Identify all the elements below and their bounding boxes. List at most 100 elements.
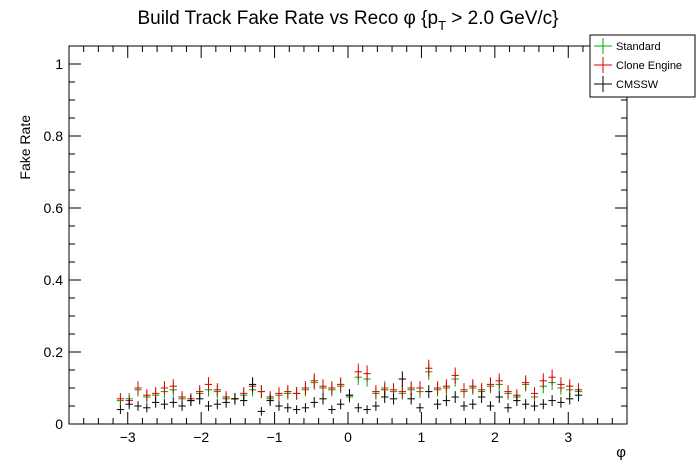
- data-point: [557, 397, 565, 408]
- data-point: [196, 393, 204, 405]
- data-point: [257, 385, 266, 399]
- data-point: [257, 407, 266, 416]
- data-point: [539, 399, 547, 410]
- data-point: [407, 393, 415, 405]
- data-point: [213, 399, 221, 410]
- data-point: [433, 381, 442, 395]
- data-point: [469, 399, 477, 410]
- y-tick-label: 0: [55, 416, 63, 432]
- data-point: [539, 373, 547, 389]
- data-point: [345, 389, 354, 402]
- data-point: [169, 379, 177, 394]
- data-point: [442, 379, 451, 394]
- data-point: [486, 401, 495, 411]
- data-point: [116, 405, 125, 414]
- data-point: [275, 401, 283, 411]
- data-point: [134, 381, 142, 395]
- data-point: [548, 395, 556, 407]
- data-point: [240, 395, 248, 407]
- data-point: [292, 405, 301, 414]
- data-point: [433, 399, 442, 410]
- data-point: [204, 401, 213, 411]
- data-point: [451, 391, 459, 403]
- data-point: [125, 399, 133, 410]
- series-cmssw: [116, 371, 583, 416]
- data-point: [222, 397, 230, 408]
- data-point: [266, 395, 274, 407]
- x-tick-label: 0: [344, 429, 352, 445]
- data-point: [310, 373, 318, 389]
- data-point: [143, 389, 151, 402]
- data-point: [504, 403, 512, 413]
- data-point: [460, 401, 468, 411]
- data-point: [169, 397, 177, 408]
- legend-box: [589, 34, 696, 98]
- data-point: [284, 403, 292, 413]
- data-point: [275, 387, 283, 400]
- data-point: [566, 393, 574, 405]
- legend: Standard Clone Engine CMSSW: [589, 34, 696, 98]
- data-point: [407, 381, 415, 395]
- data-point: [160, 381, 169, 395]
- data-point: [301, 381, 310, 395]
- data-point: [354, 363, 362, 381]
- data-point: [178, 401, 186, 411]
- x-tick-label: −3: [120, 429, 136, 445]
- data-point: [574, 389, 583, 402]
- data-point: [477, 391, 486, 403]
- data-point: [151, 397, 160, 408]
- data-point: [495, 373, 503, 389]
- data-point: [319, 393, 327, 405]
- data-point: [134, 401, 142, 411]
- data-point: [451, 367, 459, 384]
- legend-entry: CMSSW: [594, 76, 659, 92]
- data-marks: [116, 359, 583, 416]
- data-point: [398, 385, 407, 399]
- data-point: [530, 401, 539, 411]
- x-axis-label: φ: [616, 444, 626, 461]
- data-point: [381, 391, 389, 403]
- data-point: [372, 401, 380, 411]
- data-point: [292, 387, 301, 400]
- data-point: [160, 399, 169, 410]
- legend-label: Standard: [616, 41, 661, 53]
- data-point: [530, 387, 539, 400]
- data-point: [328, 381, 336, 395]
- legend-label: CMSSW: [616, 79, 659, 91]
- data-point: [416, 381, 424, 395]
- data-point: [310, 397, 318, 408]
- y-tick-label: 0.6: [44, 200, 64, 216]
- data-point: [187, 395, 195, 407]
- data-point: [460, 383, 468, 397]
- data-point: [328, 405, 336, 414]
- chart-title: Build Track Fake Rate vs Reco φ {pT > 2.…: [137, 8, 558, 33]
- data-point: [522, 375, 530, 390]
- legend-entry: Standard: [594, 38, 661, 54]
- data-point: [486, 377, 495, 392]
- data-point: [248, 377, 257, 392]
- plot-frame: [68, 45, 628, 425]
- x-tick-label: −1: [267, 429, 283, 445]
- axes: 0 0.2 0.4 0.6 0.8 1 −3 −2 −1 0 1 2 3: [44, 46, 627, 445]
- data-point: [398, 371, 407, 387]
- data-point: [363, 405, 371, 414]
- data-point: [231, 393, 239, 405]
- data-point: [301, 403, 310, 413]
- legend-label: Clone Engine: [616, 60, 682, 72]
- x-tick-label: 2: [491, 429, 499, 445]
- x-tick-label: 3: [564, 429, 572, 445]
- data-point: [504, 385, 512, 399]
- data-point: [513, 395, 521, 407]
- data-point: [495, 391, 503, 403]
- data-point: [178, 391, 186, 403]
- data-point: [336, 377, 345, 392]
- data-point: [389, 393, 398, 405]
- data-point: [425, 359, 433, 377]
- legend-entry: Clone Engine: [594, 57, 682, 73]
- data-point: [548, 369, 556, 385]
- y-tick-label: 0.4: [44, 272, 64, 288]
- data-point: [319, 379, 327, 394]
- data-point: [372, 385, 380, 399]
- data-point: [442, 395, 451, 407]
